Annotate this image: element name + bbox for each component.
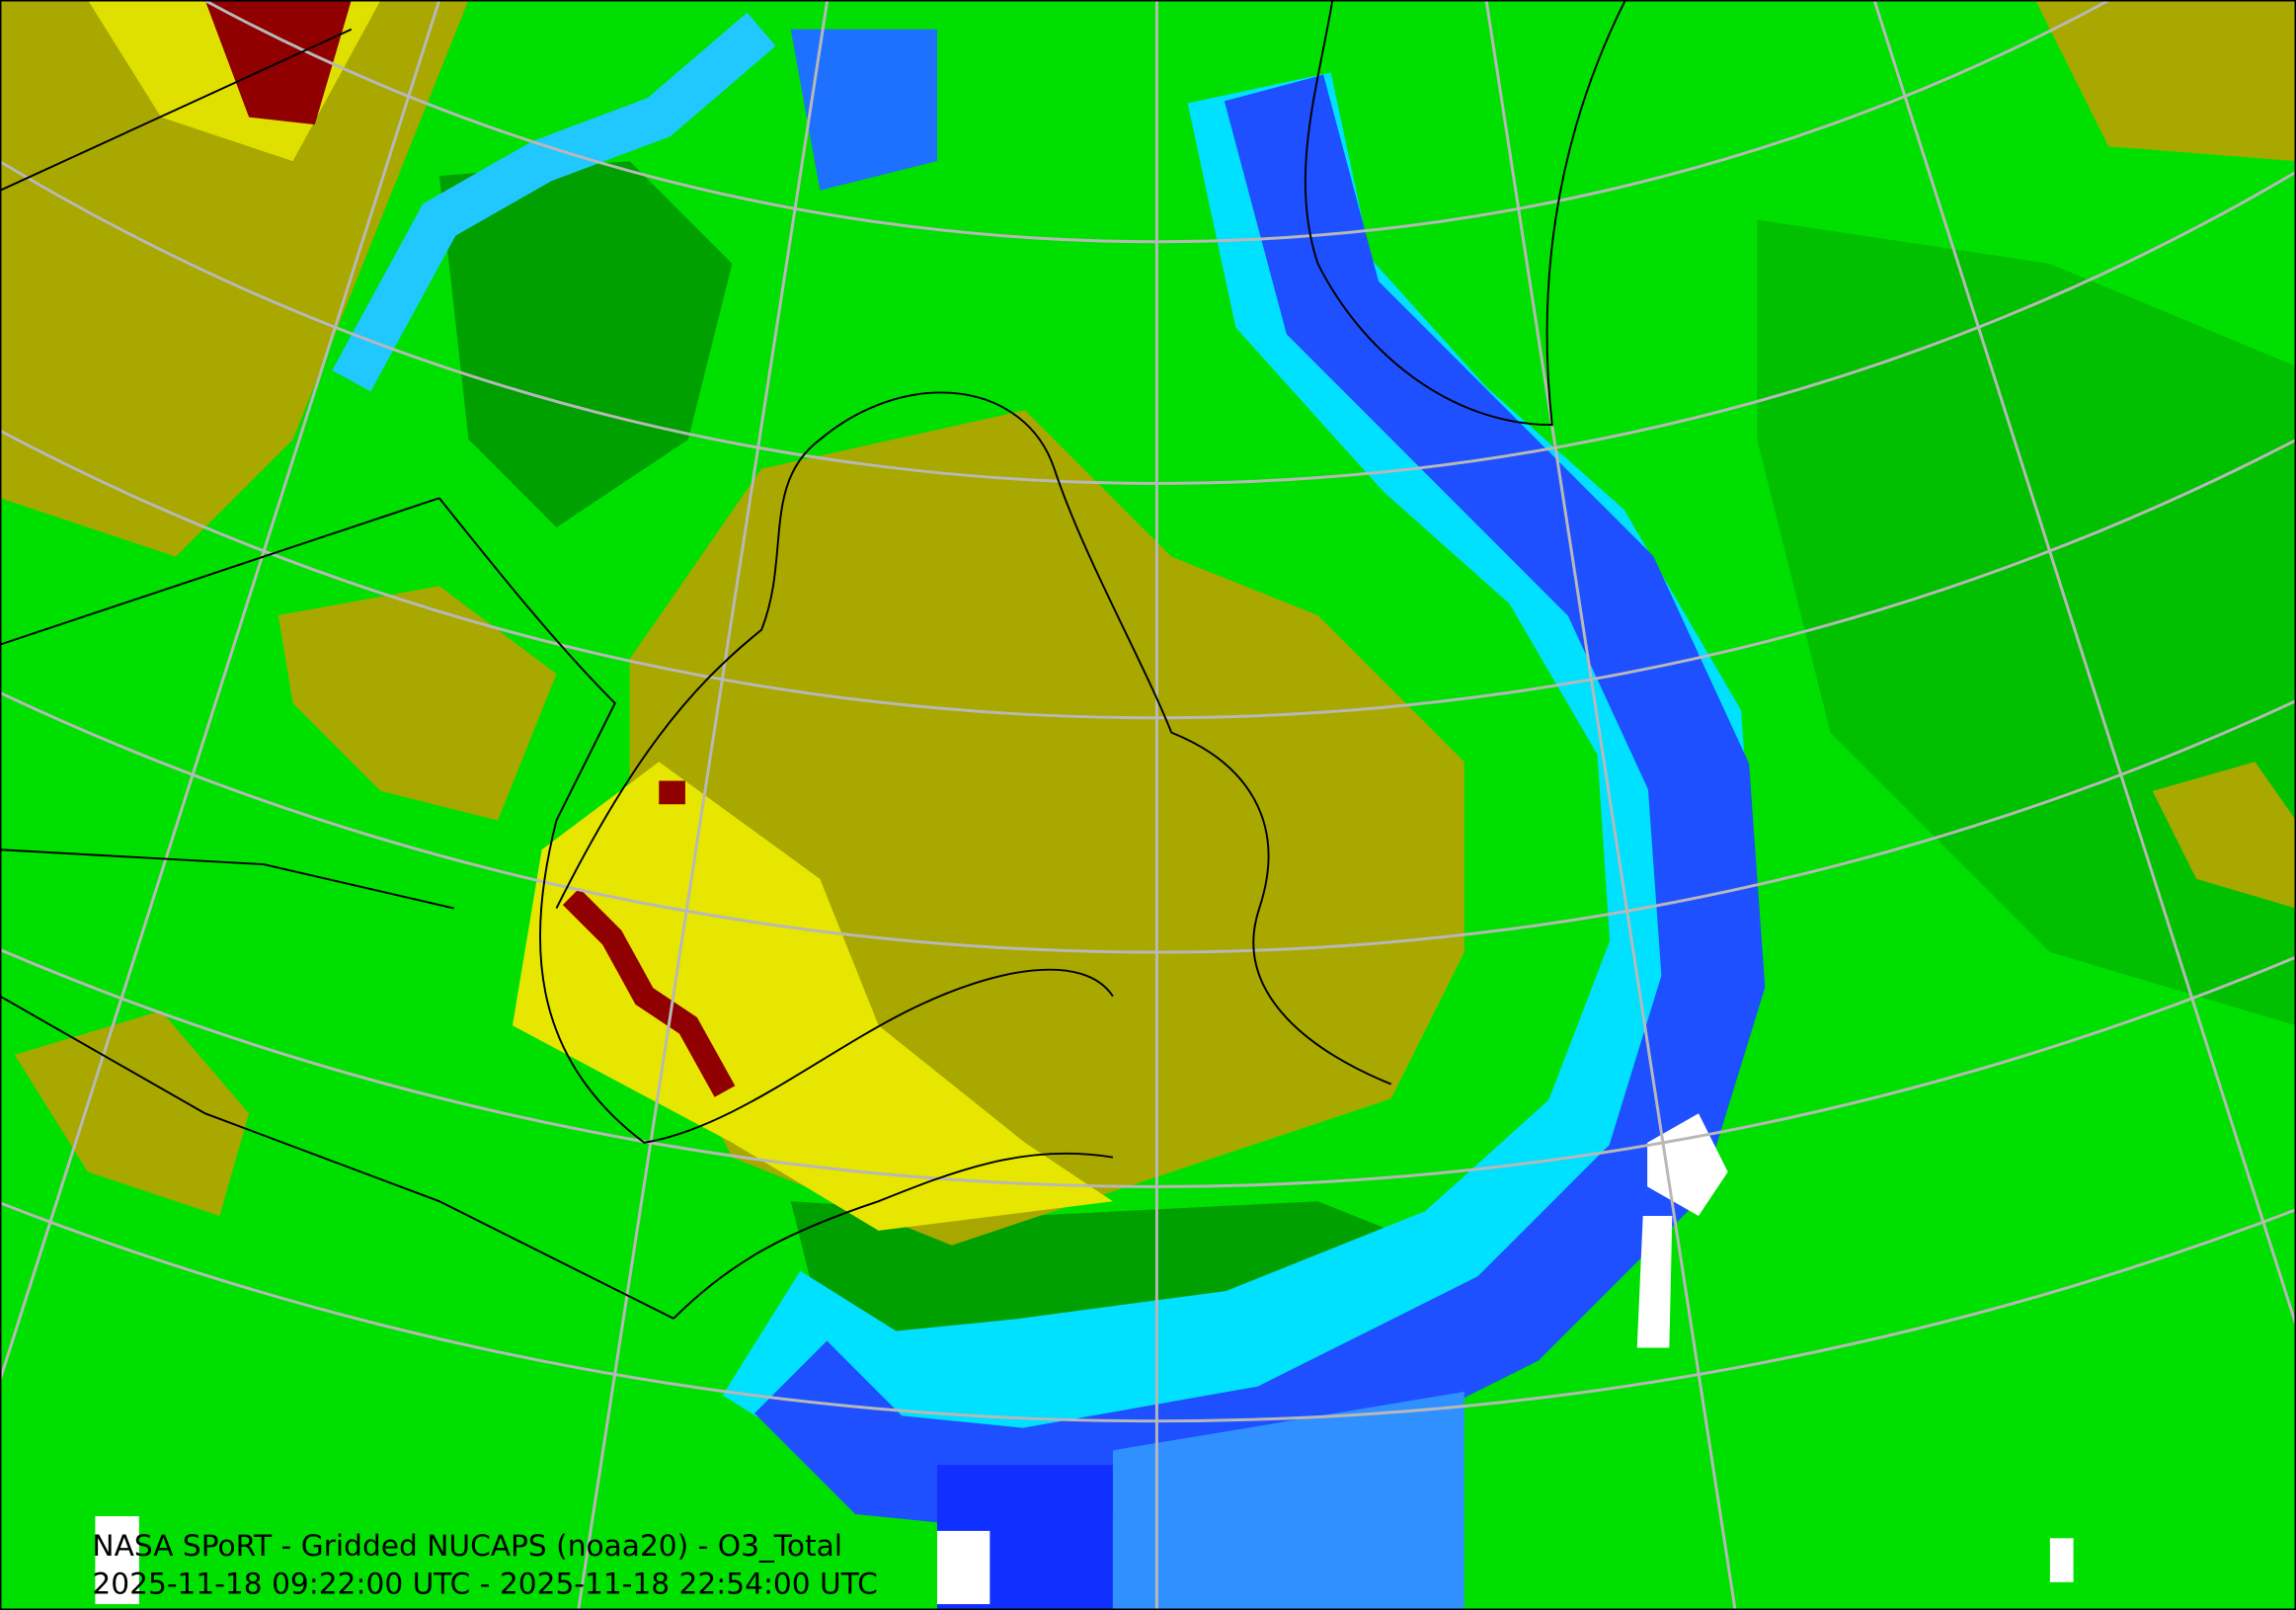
longitude-line xyxy=(577,0,830,1610)
red-area xyxy=(659,780,685,805)
longitude-line xyxy=(0,0,441,1386)
white-area xyxy=(1647,1113,1728,1217)
olive-area xyxy=(0,0,469,557)
caption-time: 2025-11-18 09:22:00 UTC - 2025-11-18 22:… xyxy=(92,1567,877,1601)
white-area xyxy=(1636,1216,1673,1348)
dark-green-area xyxy=(438,161,733,527)
blue-area xyxy=(1112,1392,1465,1610)
coastline xyxy=(555,391,1391,1086)
white-area xyxy=(936,1530,990,1605)
white-area xyxy=(95,1516,139,1605)
coastline xyxy=(1304,0,1626,427)
cyan-band xyxy=(332,12,776,392)
longitude-line xyxy=(1872,0,2296,1330)
olive-area xyxy=(2035,0,2296,162)
coastlines xyxy=(0,0,1626,1320)
olive-area xyxy=(2152,762,2296,909)
olive-area xyxy=(277,586,557,821)
red-area xyxy=(562,888,736,1097)
border xyxy=(0,995,674,1320)
caption-title: NASA SPoRT - Gridded NUCAPS (noaa20) - O… xyxy=(92,1528,842,1563)
dark-green-area xyxy=(1757,219,2296,1026)
blue-area xyxy=(790,29,937,191)
longitude-line xyxy=(1484,0,1737,1610)
white-area xyxy=(2049,1538,2074,1582)
coastline xyxy=(438,497,1114,1144)
coastline xyxy=(673,1152,1114,1320)
border xyxy=(0,28,454,910)
yellow-area xyxy=(512,762,1113,1231)
olive-area xyxy=(14,1010,250,1217)
